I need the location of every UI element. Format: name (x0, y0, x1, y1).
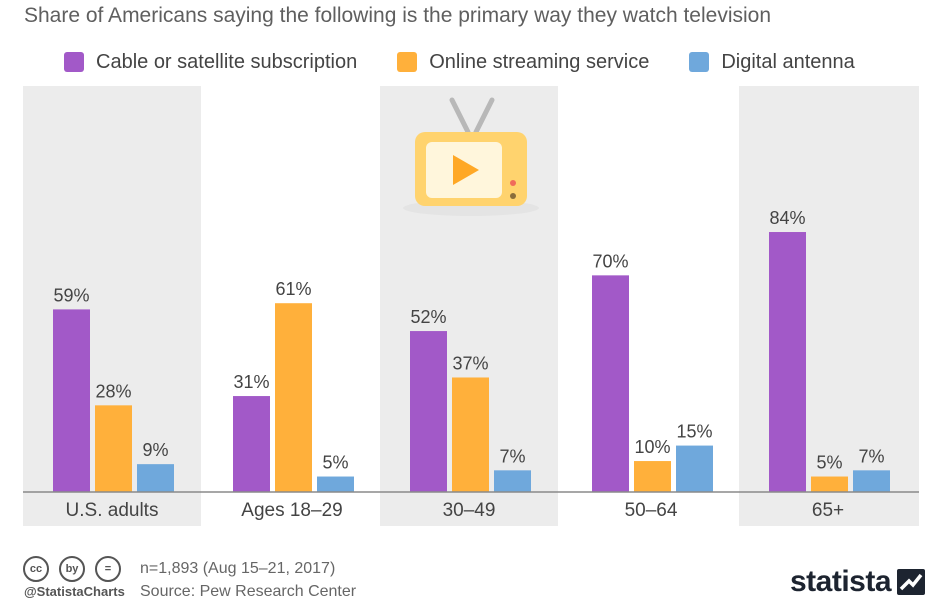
cc-icon: cc (23, 556, 49, 582)
legend-swatch-streaming (397, 52, 418, 72)
legend-item-cable: Cable or satellite subscription (64, 51, 357, 74)
bar (452, 377, 489, 492)
x-tick-label: 65+ (812, 500, 844, 521)
tv-knob-top (510, 180, 516, 186)
legend-label-antenna: Digital antenna (721, 50, 855, 73)
bar (233, 396, 270, 492)
data-label: 15% (676, 422, 712, 442)
bars (53, 232, 890, 492)
attribution-icon: by (59, 556, 85, 582)
statista-logo-mark-icon (897, 569, 926, 595)
chart-subtitle: Share of Americans saying the following … (24, 4, 772, 27)
bar (634, 461, 671, 492)
bar (137, 464, 174, 492)
play-icon (453, 155, 479, 185)
data-label: 61% (275, 279, 311, 299)
legend-item-streaming: Online streaming service (397, 51, 649, 74)
data-label: 5% (322, 453, 348, 473)
no-derivatives-icon: = (95, 556, 121, 582)
tv-antenna-right (473, 97, 495, 135)
data-label: 7% (499, 446, 525, 466)
data-label: 59% (53, 285, 89, 305)
bar (811, 476, 848, 492)
bar (494, 470, 531, 492)
twitter-handle: @StatistaCharts (24, 584, 125, 599)
brand-name: statista (790, 565, 892, 598)
license-icons: cc by = (23, 556, 131, 582)
x-tick-label: U.S. adults (66, 500, 159, 521)
data-label: 28% (95, 381, 131, 401)
bar (592, 275, 629, 492)
data-label: 37% (452, 353, 488, 373)
legend-swatch-cable (64, 52, 84, 72)
bar (275, 303, 312, 492)
statista-logo: statista (790, 565, 926, 599)
legend-item-antenna: Digital antenna (689, 50, 855, 74)
data-label: 52% (410, 307, 446, 327)
data-label: 84% (769, 208, 805, 228)
sample-note: n=1,893 (Aug 15–21, 2017) (140, 560, 336, 577)
data-label: 9% (142, 440, 168, 460)
x-tick-labels: U.S. adults Ages 18–29 30–49 50–64 65+ (66, 500, 845, 521)
x-tick-label: Ages 18–29 (241, 500, 342, 521)
tv-icon (403, 97, 539, 216)
x-tick-label: 50–64 (625, 500, 678, 521)
legend-label-streaming: Online streaming service (429, 50, 650, 73)
bar (95, 405, 132, 492)
data-label: 70% (592, 251, 628, 271)
bar (317, 476, 354, 492)
bar (853, 470, 890, 492)
bar-chart: 59% 28% 9% 31% 61% 5% 52% 37% 7% 70% 10% 15% 84% 5% 7%… (23, 86, 919, 526)
source-note: Source: Pew Research Center (140, 583, 357, 600)
bar (676, 445, 713, 492)
x-tick-label: 30–49 (443, 500, 496, 521)
tv-knob-bottom (510, 193, 516, 199)
legend-label-cable: Cable or satellite subscription (96, 50, 358, 73)
bar (769, 232, 806, 492)
bar (410, 331, 447, 492)
tv-antenna-left (449, 97, 471, 135)
data-labels: 59% 28% 9% 31% 61% 5% 52% 37% 7% 70% 10% 15% 84% 5% 7% (53, 208, 884, 473)
data-label: 7% (858, 446, 884, 466)
legend-swatch-antenna (689, 52, 710, 72)
data-label: 31% (233, 372, 269, 392)
data-label: 10% (634, 437, 670, 457)
bar (53, 309, 90, 492)
data-label: 5% (816, 453, 842, 473)
legend: Cable or satellite subscription Online s… (64, 49, 895, 75)
